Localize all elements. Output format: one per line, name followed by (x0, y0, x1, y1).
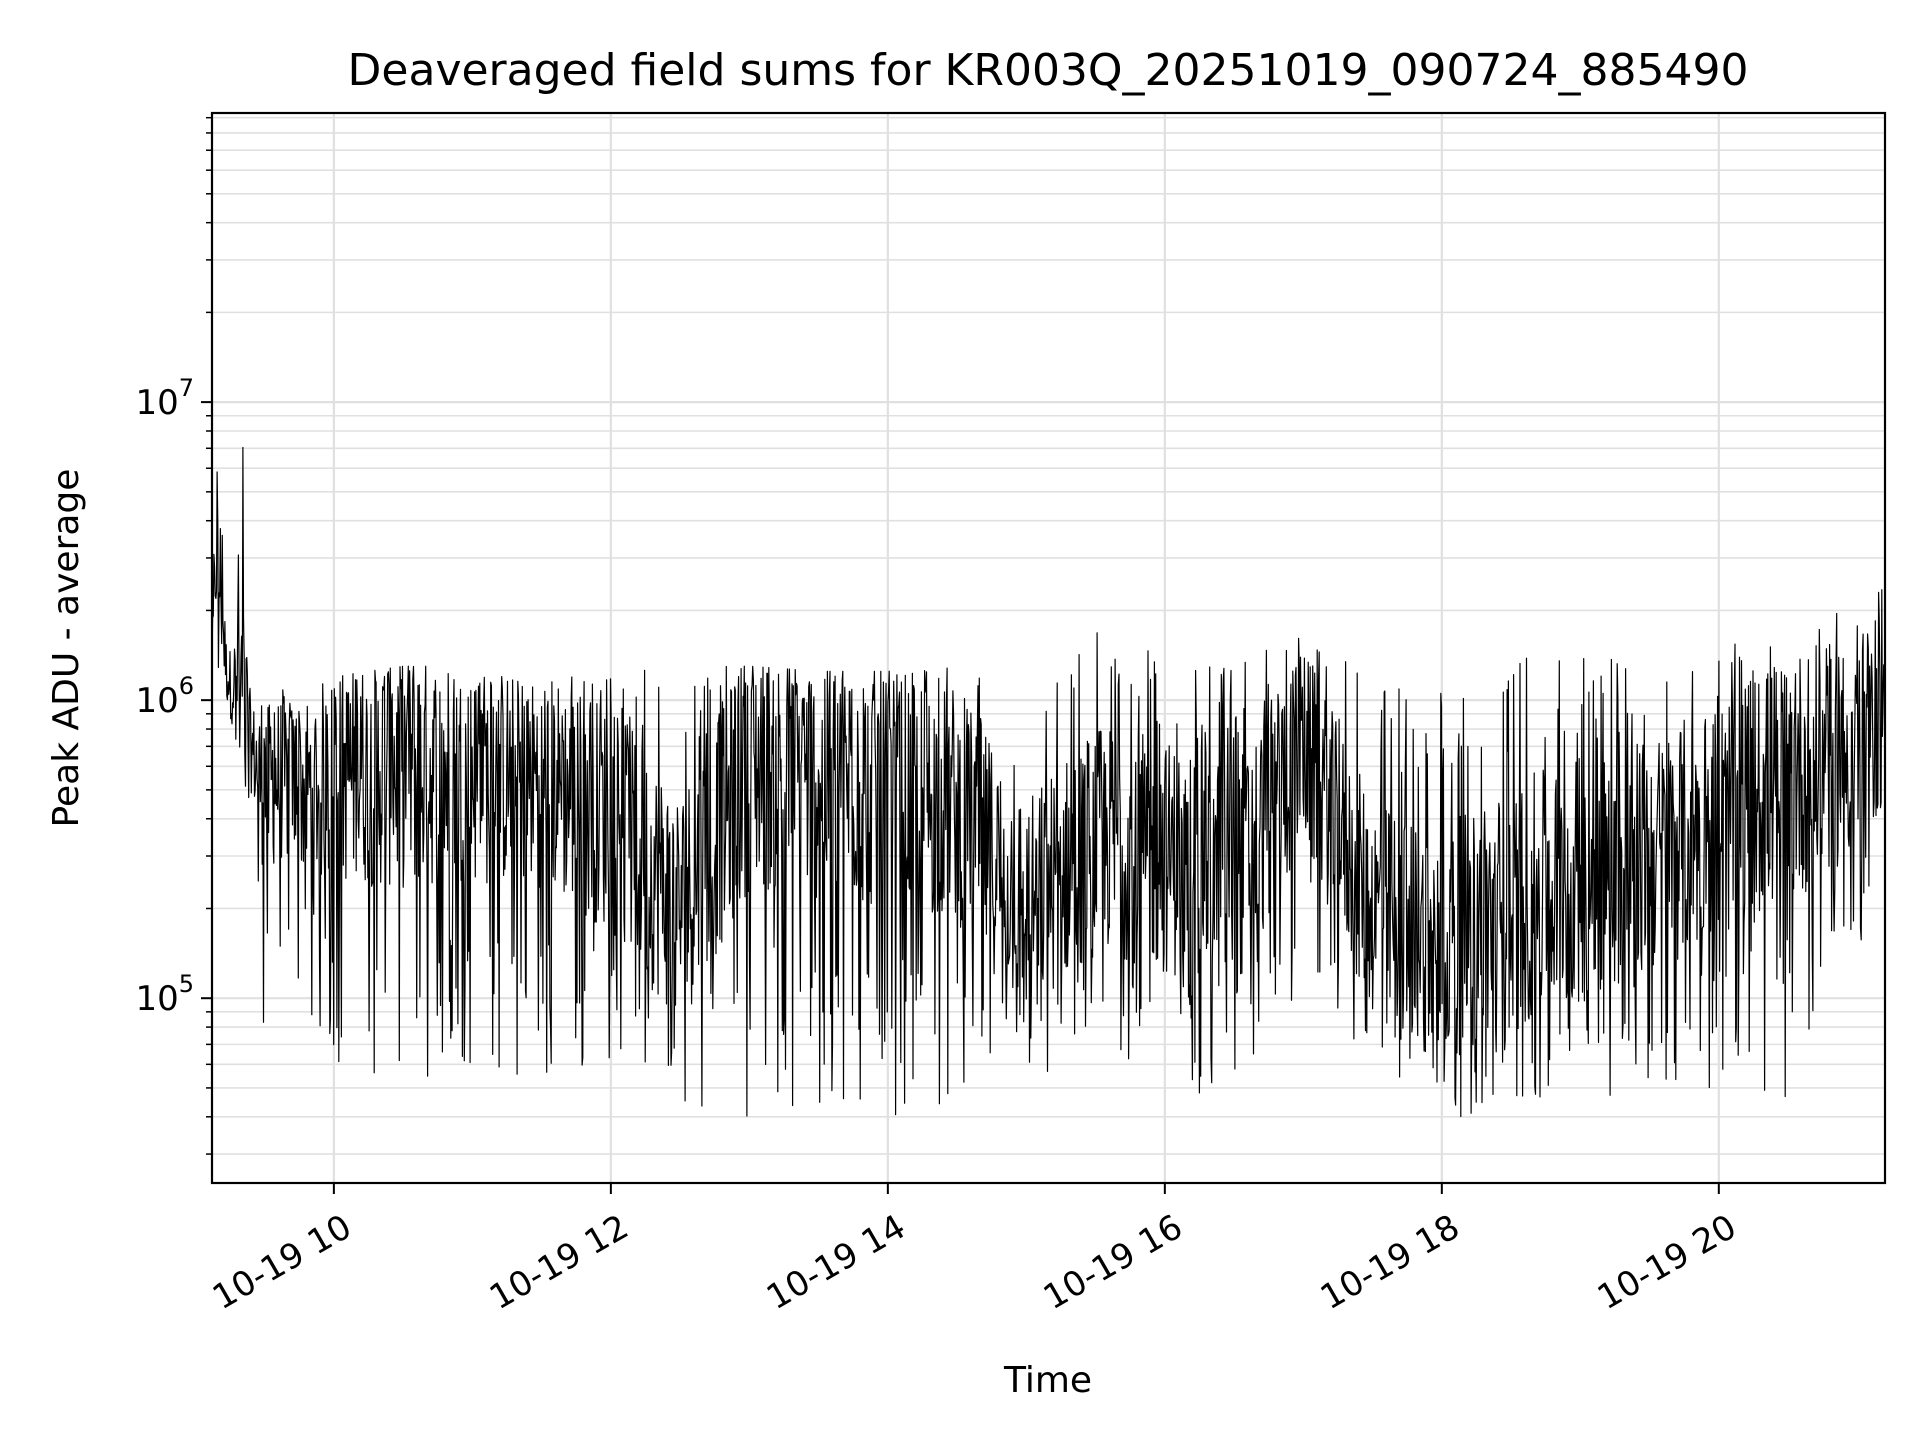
y-tick-label-base: 10 (135, 681, 178, 721)
plot-area (211, 446, 1886, 1118)
x-axis-label: Time (1003, 1360, 1092, 1401)
y-axis-label: Peak ADU - average (46, 469, 87, 828)
y-tick-label-exponent: 6 (179, 672, 194, 700)
chart-title: Deaveraged field sums for KR003Q_2025101… (348, 45, 1749, 96)
y-tick-label-exponent: 5 (179, 970, 194, 998)
y-tick-label: 105 (135, 970, 194, 1019)
y-tick-label-base: 10 (135, 383, 178, 423)
y-tick-label: 107 (135, 374, 194, 423)
y-tick-label: 106 (135, 672, 194, 721)
data-series-line (211, 446, 1886, 1118)
y-tick-label-base: 10 (135, 979, 178, 1019)
axes-frame (210, 111, 1887, 1185)
y-tick-label-exponent: 7 (179, 374, 194, 402)
